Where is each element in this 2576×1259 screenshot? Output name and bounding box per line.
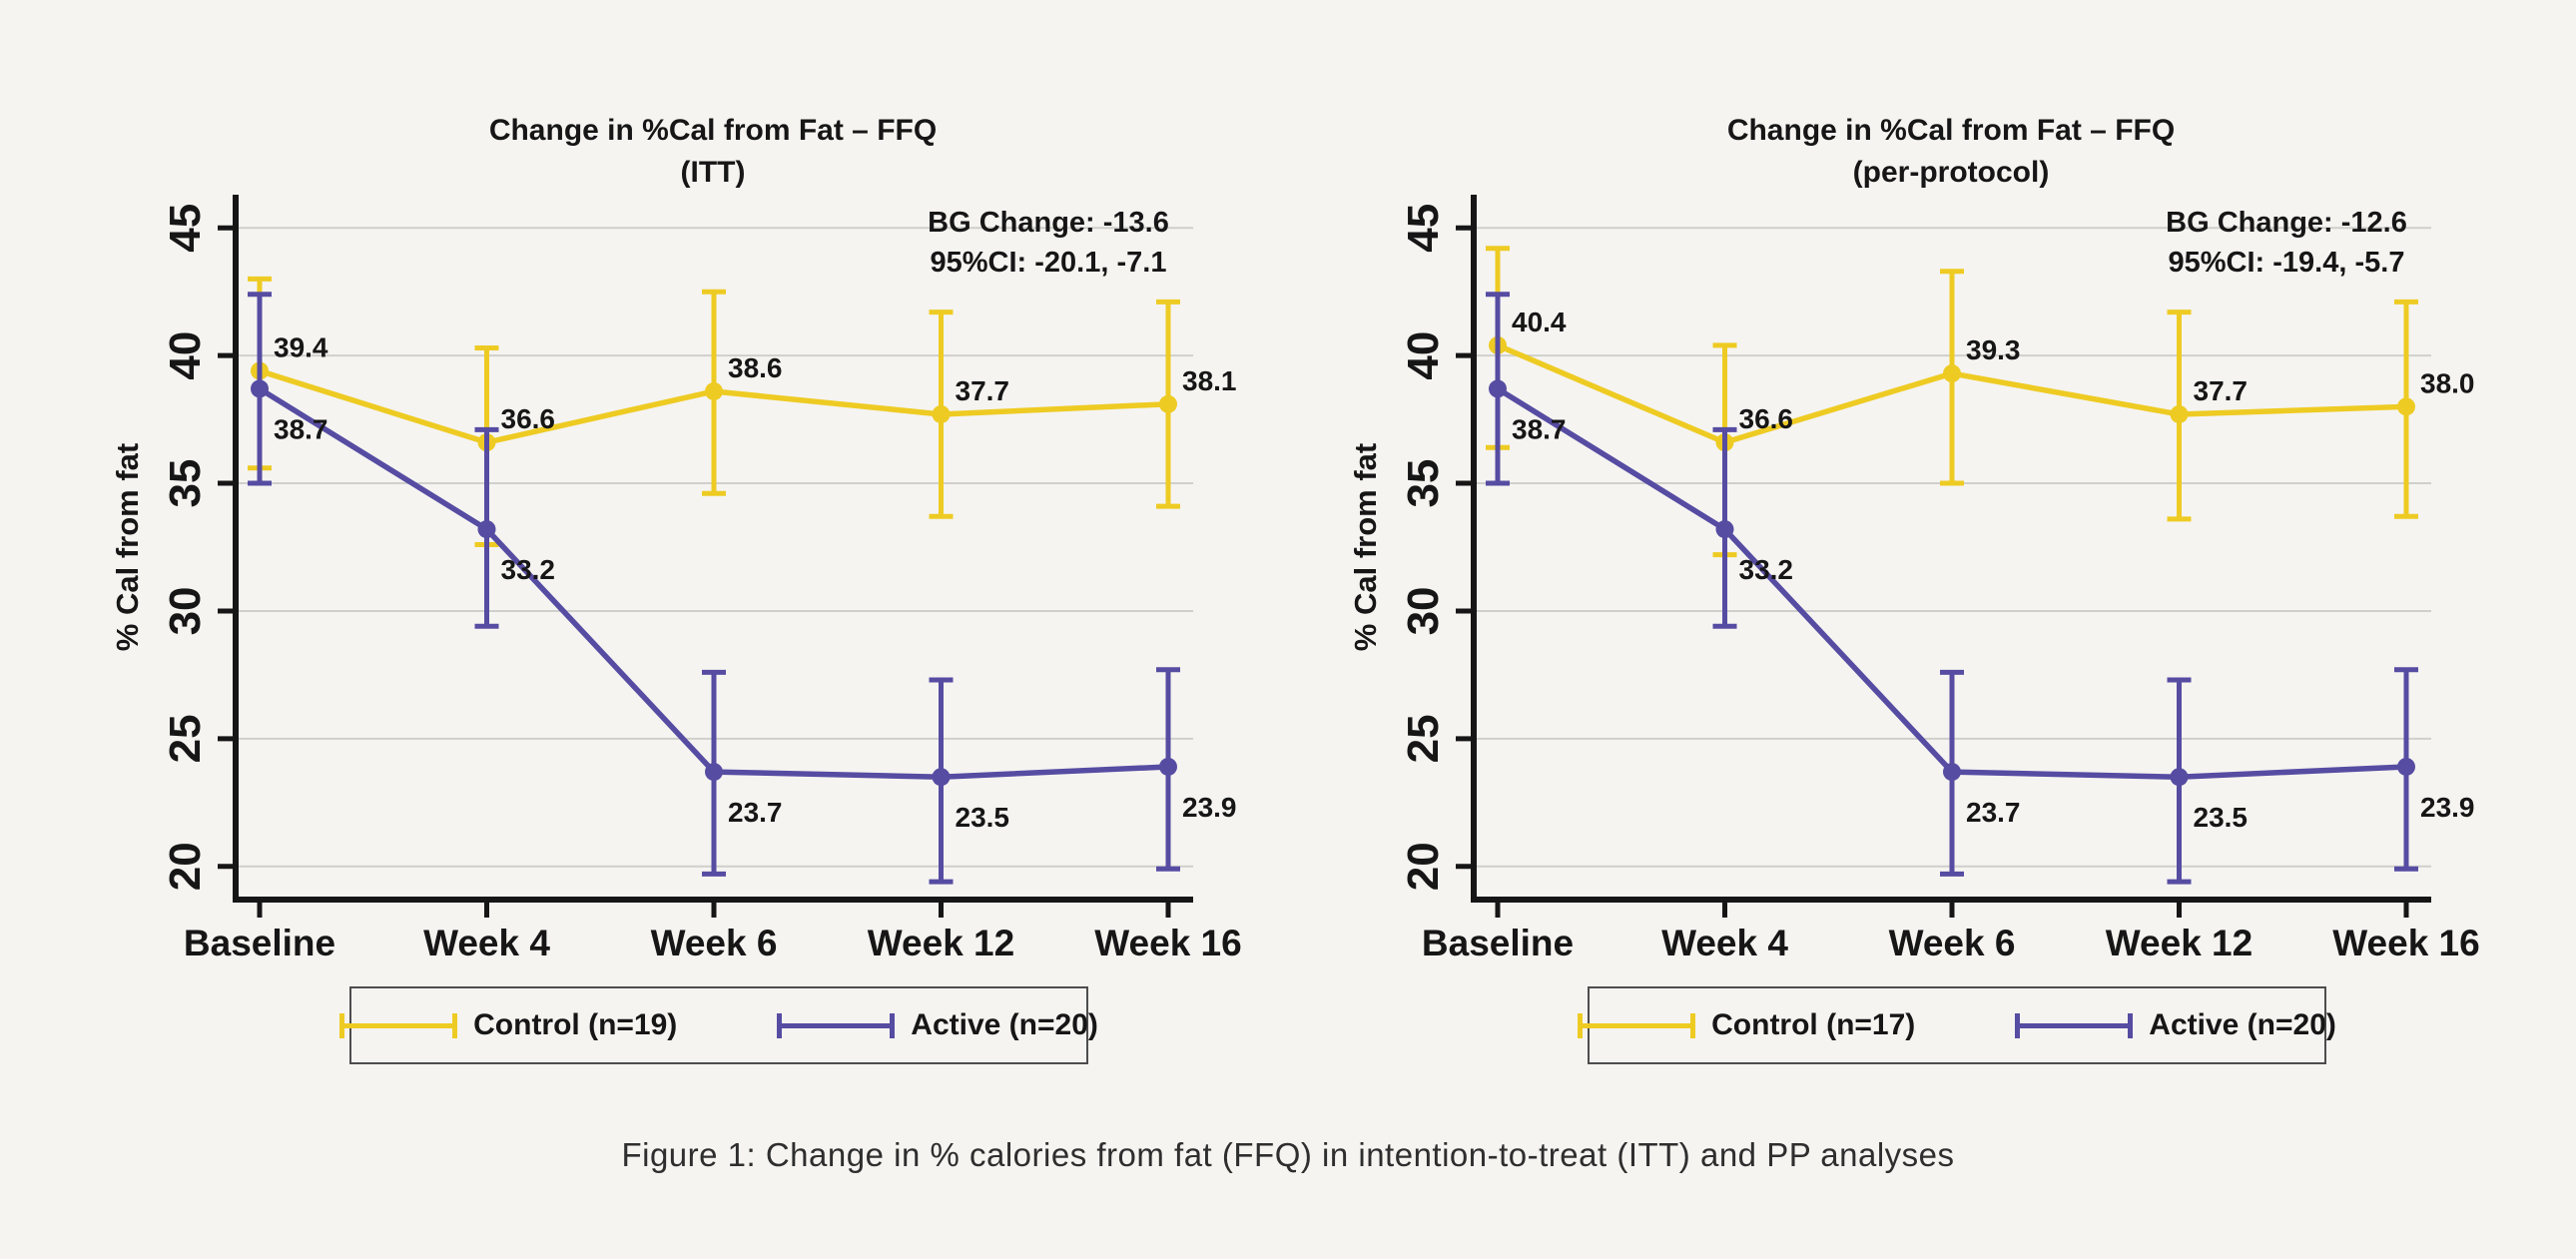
x-tick-label: Week 6 bbox=[1889, 923, 2016, 963]
data-point-label: 37.7 bbox=[2194, 375, 2249, 406]
data-point bbox=[932, 404, 951, 423]
y-tick-label: 35 bbox=[1399, 459, 1448, 508]
data-point-label: 38.0 bbox=[2420, 367, 2475, 398]
y-tick-label: 45 bbox=[1399, 204, 1448, 253]
chart-title-line1: Change in %Cal from Fat – FFQ bbox=[488, 114, 938, 147]
data-point-label: 36.6 bbox=[1739, 403, 1794, 434]
legend-label-control: Control (n=19) bbox=[473, 1008, 678, 1041]
plot-area-itt: 20 25 30 35 40 45 Baseline Week 4 Week 6 Week 12 W… bbox=[161, 195, 1242, 963]
bg-change-annotation-itt: BG Change: -13.6 95%CI: -20.1, -7.1 bbox=[859, 203, 1238, 283]
y-tick-label: 45 bbox=[161, 204, 210, 253]
ci-line: 95%CI: -20.1, -7.1 bbox=[930, 247, 1167, 279]
x-tick-label: Week 16 bbox=[2332, 923, 2479, 963]
data-point-label: 23.5 bbox=[2194, 802, 2249, 833]
data-point bbox=[1159, 394, 1177, 413]
data-point-label: 38.7 bbox=[274, 413, 328, 444]
data-point bbox=[705, 763, 723, 782]
y-tick-label: 25 bbox=[161, 714, 210, 763]
data-point bbox=[251, 379, 269, 398]
y-tick-label: 40 bbox=[161, 331, 210, 380]
y-tick-label: 40 bbox=[1399, 331, 1448, 380]
figure-caption: Figure 1: Change in % calories from fat … bbox=[621, 1136, 1955, 1173]
data-point bbox=[2397, 757, 2415, 776]
x-tick-label: Baseline bbox=[184, 923, 335, 963]
data-point-label: 40.4 bbox=[1512, 307, 1567, 337]
active-errorbar-key-icon bbox=[777, 1012, 896, 1038]
bg-change-annotation-pp: BG Change: -12.6 95%CI: -19.4, -5.7 bbox=[2097, 203, 2476, 283]
control-errorbar-key-icon bbox=[339, 1012, 458, 1038]
legend-entry-control: Control (n=17) bbox=[1578, 1008, 1915, 1042]
data-point bbox=[477, 520, 496, 539]
legend-entry-active: Active (n=20) bbox=[2015, 1008, 2336, 1042]
chart-title-itt: Change in %Cal from Fat – FFQ (ITT) bbox=[214, 110, 1212, 194]
data-point-label: 23.9 bbox=[2420, 792, 2475, 823]
chart-panel-pp: Change in %Cal from Fat – FFQ (per-proto… bbox=[1238, 0, 2526, 1108]
data-point bbox=[1489, 379, 1507, 398]
chart-subtitle: (ITT) bbox=[680, 156, 746, 189]
chart-subtitle: (per-protocol) bbox=[1852, 156, 2050, 189]
chart-title-line1: Change in %Cal from Fat – FFQ bbox=[1726, 114, 2176, 147]
legend-label-control: Control (n=17) bbox=[1711, 1008, 1916, 1041]
x-tick-label: Week 16 bbox=[1094, 923, 1241, 963]
x-tick-label: Week 12 bbox=[868, 923, 1014, 963]
data-point-label: 38.1 bbox=[1182, 365, 1237, 396]
legend-label-active: Active (n=20) bbox=[2149, 1008, 2336, 1041]
data-point bbox=[705, 381, 723, 400]
data-point-label: 39.3 bbox=[1966, 334, 2021, 365]
legend-entry-control: Control (n=19) bbox=[339, 1008, 677, 1042]
y-tick-label: 20 bbox=[1399, 842, 1448, 891]
data-point bbox=[2170, 768, 2189, 787]
data-point-label: 23.7 bbox=[728, 797, 783, 828]
data-point bbox=[1943, 364, 1961, 383]
legend-label-active: Active (n=20) bbox=[911, 1008, 1098, 1041]
data-point bbox=[2170, 404, 2189, 423]
data-point-label: 38.7 bbox=[1512, 413, 1567, 444]
legend-entry-active: Active (n=20) bbox=[777, 1008, 1098, 1042]
plot-area-pp: 20 25 30 35 40 45 Baseline Week 4 Week 6 Week 12 W… bbox=[1399, 195, 2480, 963]
ci-line: 95%CI: -19.4, -5.7 bbox=[2168, 247, 2405, 279]
data-point-label: 33.2 bbox=[501, 554, 556, 585]
bg-change-line: BG Change: -13.6 bbox=[928, 207, 1169, 239]
data-point-label: 38.6 bbox=[728, 352, 783, 383]
data-point-label: 23.5 bbox=[956, 802, 1010, 833]
data-point bbox=[1159, 757, 1177, 776]
data-point-label: 36.6 bbox=[501, 403, 556, 434]
data-point-label: 39.4 bbox=[274, 332, 328, 363]
x-tick-label: Week 4 bbox=[1661, 923, 1788, 963]
x-tick-label: Baseline bbox=[1422, 923, 1574, 963]
data-point bbox=[2397, 397, 2415, 416]
data-point-label: 37.7 bbox=[956, 375, 1010, 406]
data-point-label: 23.9 bbox=[1182, 792, 1237, 823]
active-errorbar-key-icon bbox=[2015, 1012, 2134, 1038]
data-point-label: 33.2 bbox=[1739, 554, 1794, 585]
chart-title-pp: Change in %Cal from Fat – FFQ (per-proto… bbox=[1452, 110, 2450, 194]
chart-panel-itt: Change in %Cal from Fat – FFQ (ITT) % Ca… bbox=[0, 0, 1288, 1108]
data-point bbox=[932, 768, 951, 787]
control-errorbar-key-icon bbox=[1578, 1012, 1696, 1038]
legend-pp: Control (n=17) Active (n=20) bbox=[1578, 986, 2336, 1064]
x-tick-label: Week 4 bbox=[423, 923, 550, 963]
data-point-label: 23.7 bbox=[1966, 797, 2021, 828]
y-tick-label: 20 bbox=[161, 842, 210, 891]
y-tick-label: 35 bbox=[161, 459, 210, 508]
y-tick-label: 25 bbox=[1399, 714, 1448, 763]
bg-change-line: BG Change: -12.6 bbox=[2166, 207, 2407, 239]
x-tick-label: Week 6 bbox=[651, 923, 778, 963]
data-point bbox=[1943, 763, 1961, 782]
data-point bbox=[1715, 520, 1734, 539]
legend-itt: Control (n=19) Active (n=20) bbox=[339, 986, 1098, 1064]
y-tick-label: 30 bbox=[161, 586, 210, 635]
y-tick-label: 30 bbox=[1399, 586, 1448, 635]
x-tick-label: Week 12 bbox=[2106, 923, 2253, 963]
